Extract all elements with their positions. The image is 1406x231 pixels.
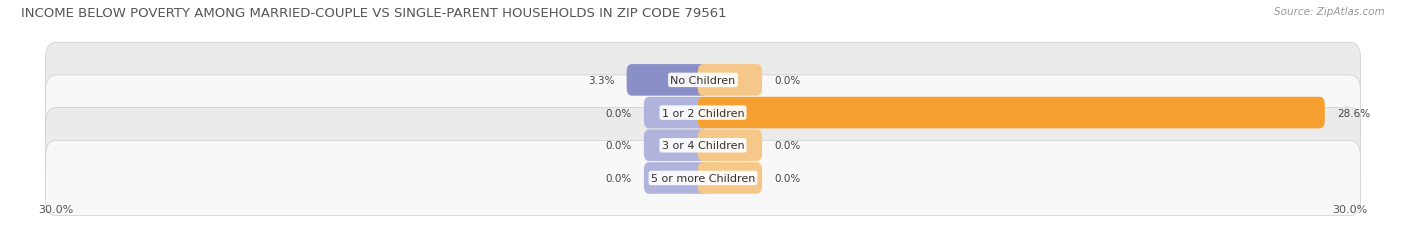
FancyBboxPatch shape: [45, 43, 1361, 118]
Text: 0.0%: 0.0%: [606, 173, 631, 183]
Text: 3 or 4 Children: 3 or 4 Children: [662, 141, 744, 151]
Text: 5 or more Children: 5 or more Children: [651, 173, 755, 183]
Text: 0.0%: 0.0%: [606, 141, 631, 151]
FancyBboxPatch shape: [697, 65, 762, 96]
FancyBboxPatch shape: [45, 108, 1361, 183]
Text: 0.0%: 0.0%: [775, 141, 800, 151]
FancyBboxPatch shape: [45, 76, 1361, 151]
FancyBboxPatch shape: [45, 141, 1361, 216]
FancyBboxPatch shape: [644, 162, 709, 194]
FancyBboxPatch shape: [697, 97, 1324, 129]
Text: 1 or 2 Children: 1 or 2 Children: [662, 108, 744, 118]
Text: No Children: No Children: [671, 76, 735, 85]
Text: 3.3%: 3.3%: [588, 76, 614, 85]
FancyBboxPatch shape: [627, 65, 709, 96]
FancyBboxPatch shape: [644, 130, 709, 161]
FancyBboxPatch shape: [697, 130, 762, 161]
Text: 28.6%: 28.6%: [1337, 108, 1369, 118]
Text: 0.0%: 0.0%: [775, 173, 800, 183]
Text: INCOME BELOW POVERTY AMONG MARRIED-COUPLE VS SINGLE-PARENT HOUSEHOLDS IN ZIP COD: INCOME BELOW POVERTY AMONG MARRIED-COUPL…: [21, 7, 727, 20]
FancyBboxPatch shape: [697, 162, 762, 194]
Text: 0.0%: 0.0%: [606, 108, 631, 118]
Text: Source: ZipAtlas.com: Source: ZipAtlas.com: [1274, 7, 1385, 17]
Text: 0.0%: 0.0%: [775, 76, 800, 85]
FancyBboxPatch shape: [644, 97, 709, 129]
